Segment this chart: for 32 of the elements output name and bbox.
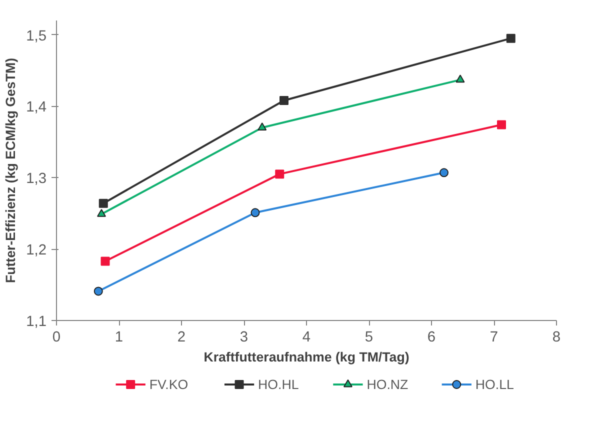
y-tick-label: 1,2 bbox=[26, 242, 46, 259]
x-tick-label: 3 bbox=[240, 330, 248, 346]
y-tick-label: 1,1 bbox=[26, 314, 46, 330]
legend-label: FV.KO bbox=[149, 377, 188, 392]
x-tick-label: 1 bbox=[114, 330, 124, 346]
point bbox=[506, 34, 516, 43]
y-tick-label: 1,4 bbox=[26, 100, 46, 116]
x-axis-title: Kraftfutteraufnahme (kg TM/Tag) bbox=[204, 350, 410, 364]
point bbox=[440, 168, 448, 178]
point bbox=[100, 256, 110, 266]
point bbox=[280, 96, 288, 105]
y-axis-title: Futter-Effizienz (kg ECM/kg GesTM) bbox=[3, 58, 18, 284]
point bbox=[97, 208, 106, 217]
x-tick-label: 8 bbox=[552, 330, 561, 346]
legend-label: HO.NZ bbox=[366, 377, 408, 392]
point bbox=[258, 122, 267, 130]
y-tick-label: 1,5 bbox=[26, 28, 46, 44]
point bbox=[456, 74, 465, 83]
x-tick-label: 0 bbox=[52, 330, 61, 346]
point bbox=[98, 198, 108, 208]
y-tick-label: 1,3 bbox=[26, 171, 46, 188]
legend-label: HO.HL bbox=[258, 377, 299, 392]
x-tick-label: 6 bbox=[427, 330, 436, 346]
x-tick-label: 7 bbox=[490, 330, 498, 346]
point bbox=[94, 286, 103, 296]
legend-label: HO.LL bbox=[475, 377, 514, 392]
x-tick-label: 4 bbox=[302, 330, 311, 346]
x-tick-label: 5 bbox=[364, 330, 374, 346]
point bbox=[497, 120, 506, 130]
x-tick-label: 2 bbox=[177, 330, 186, 346]
point bbox=[250, 208, 260, 218]
point bbox=[275, 170, 284, 179]
